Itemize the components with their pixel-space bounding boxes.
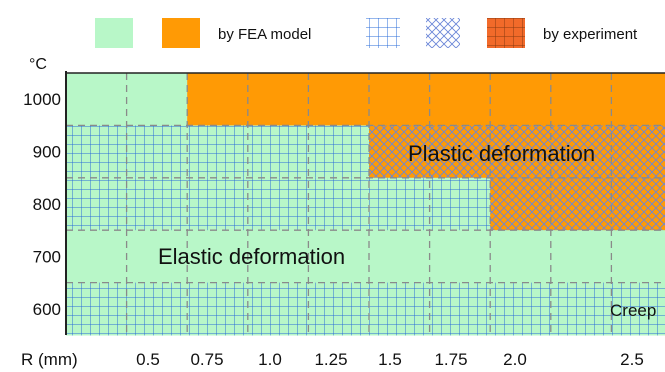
cell-600-2 — [187, 282, 249, 336]
cell-700-8 — [550, 230, 612, 284]
cell-900-8 — [550, 125, 612, 179]
cell-700-4 — [308, 230, 370, 284]
cell-1000-4 — [308, 73, 370, 126]
x-tick-2.5: 2.5 — [620, 350, 644, 369]
x-tick-1.75: 1.75 — [434, 350, 467, 369]
cell-700-1 — [126, 230, 188, 284]
cell-800-5 — [369, 177, 431, 231]
cell-900-4 — [308, 125, 370, 179]
cell-1000-0 — [66, 73, 128, 126]
cell-900-2 — [187, 125, 249, 179]
y-tick-1000: 1000 — [23, 90, 61, 109]
cell-1000-9 — [611, 73, 665, 126]
cell-1000-1 — [126, 73, 188, 126]
cell-800-8 — [550, 177, 612, 231]
cell-800-2 — [187, 177, 249, 231]
cell-1000-2 — [187, 73, 249, 126]
cell-700-0 — [66, 230, 128, 284]
legend-label-creep-exp: by experiment — [543, 26, 638, 43]
x-tick-1.5: 1.5 — [378, 350, 402, 369]
heatmap-cells — [66, 73, 665, 336]
cell-900-0 — [66, 125, 128, 179]
legend-swatch-elastic-exp — [366, 18, 400, 48]
cell-1000-8 — [550, 73, 612, 126]
cell-800-7 — [490, 177, 552, 231]
cell-600-7 — [490, 282, 552, 336]
cell-900-3 — [247, 125, 309, 179]
cell-800-4 — [308, 177, 370, 231]
x-tick-2.0: 2.0 — [503, 350, 527, 369]
cell-900-7 — [490, 125, 552, 179]
cell-1000-6 — [429, 73, 491, 126]
cell-600-5 — [369, 282, 431, 336]
region-labels: Plastic deformation Elastic deformation Cr… — [158, 141, 656, 320]
gridlines — [65, 71, 665, 335]
cell-600-0 — [66, 282, 128, 336]
y-tick-800: 800 — [33, 195, 61, 214]
legend-label-plastic-fea: by FEA model — [218, 26, 311, 43]
x-tick-0.5: 0.5 — [136, 350, 160, 369]
legend-swatch-creep-exp — [487, 18, 525, 48]
cell-700-5 — [369, 230, 431, 284]
cell-1000-5 — [369, 73, 431, 126]
cell-700-7 — [490, 230, 552, 284]
cell-600-4 — [308, 282, 370, 336]
legend: by FEA model by experiment — [95, 18, 638, 48]
cell-600-8 — [550, 282, 612, 336]
x-axis-label: R (mm) — [21, 350, 78, 369]
cell-800-9 — [611, 177, 665, 231]
cell-600-3 — [247, 282, 309, 336]
cell-600-9 — [611, 282, 665, 336]
cell-600-6 — [429, 282, 491, 336]
cell-800-3 — [247, 177, 309, 231]
y-tick-700: 700 — [33, 247, 61, 266]
cell-800-1 — [126, 177, 188, 231]
x-tick-0.75: 0.75 — [190, 350, 223, 369]
axis-ticks: °C 1000 900 800 700 600 R (mm) 0.5 0.75 1.0 1.25 1.… — [21, 56, 644, 369]
cell-700-2 — [187, 230, 249, 284]
cell-1000-3 — [247, 73, 309, 126]
cell-1000-7 — [490, 73, 552, 126]
legend-swatch-plastic-fea — [162, 18, 200, 48]
cell-700-3 — [247, 230, 309, 284]
legend-swatch-plastic-exp — [426, 18, 460, 48]
cell-700-6 — [429, 230, 491, 284]
y-tick-900: 900 — [33, 143, 61, 162]
cell-900-5 — [369, 125, 431, 179]
cell-900-6 — [429, 125, 491, 179]
cell-900-9 — [611, 125, 665, 179]
region-label-plastic: Plastic deformation — [408, 141, 595, 166]
cell-600-1 — [126, 282, 188, 336]
cell-700-9 — [611, 230, 665, 284]
region-label-elastic: Elastic deformation — [158, 244, 345, 269]
y-tick-600: 600 — [33, 300, 61, 319]
y-unit-label: °C — [29, 56, 47, 73]
cell-800-0 — [66, 177, 128, 231]
region-label-creep: Creep — [610, 301, 656, 320]
cell-900-1 — [126, 125, 188, 179]
cell-800-6 — [429, 177, 491, 231]
x-tick-1.0: 1.0 — [258, 350, 282, 369]
x-tick-1.25: 1.25 — [314, 350, 347, 369]
legend-swatch-elastic-fea — [95, 18, 133, 48]
